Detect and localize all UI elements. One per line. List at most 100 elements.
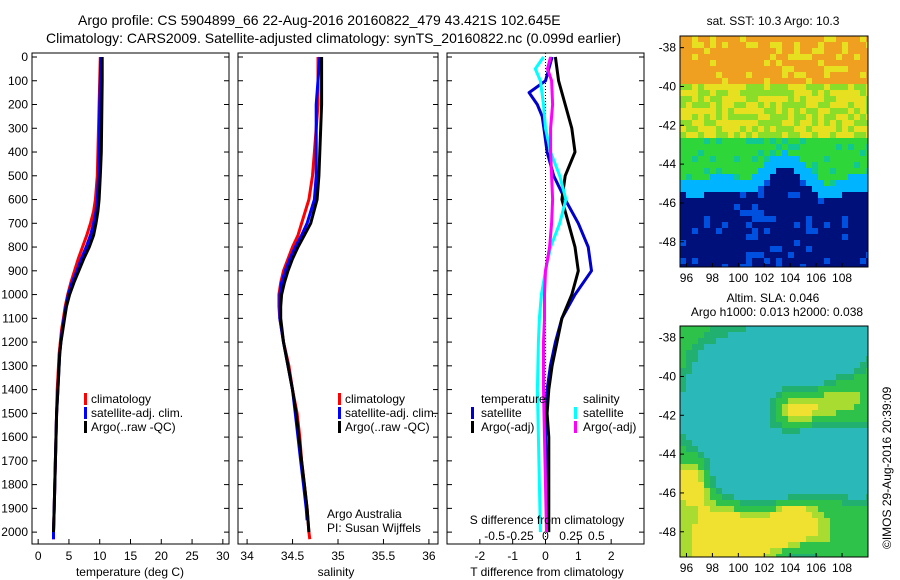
sst-cell	[776, 198, 782, 204]
sla-cell	[764, 338, 770, 344]
sst-cell	[812, 84, 818, 90]
sst-cell	[680, 72, 686, 78]
sla-cell	[758, 428, 764, 434]
sla-cell	[848, 392, 854, 398]
sla-cell	[728, 422, 734, 428]
sla-cell	[686, 398, 692, 404]
sst-cell	[794, 252, 800, 258]
sla-cell	[812, 452, 818, 458]
sst-cell	[818, 72, 824, 78]
sst-cell	[854, 258, 860, 264]
sla-cell	[746, 428, 752, 434]
sst-cell	[788, 84, 794, 90]
sst-cell	[782, 168, 788, 174]
sla-cell	[734, 506, 740, 512]
sla-cell	[782, 446, 788, 452]
sst-cell	[722, 108, 728, 114]
sst-cell	[734, 36, 740, 42]
sla-cell	[776, 386, 782, 392]
sla-cell	[794, 548, 800, 554]
sla-cell	[680, 422, 686, 428]
sst-cell	[710, 102, 716, 108]
sst-cell	[722, 42, 728, 48]
sst-cell	[866, 60, 868, 66]
sst-cell	[776, 102, 782, 108]
sla-cell	[812, 440, 818, 446]
sst-cell	[806, 198, 812, 204]
sla-cell	[848, 374, 854, 380]
sst-cell	[692, 150, 698, 156]
sla-cell	[710, 494, 716, 500]
sla-cell	[728, 350, 734, 356]
sst-cell	[854, 102, 860, 108]
sst-cell	[704, 72, 710, 78]
sla-cell	[740, 500, 746, 506]
sla-cell	[788, 530, 794, 536]
sst-cell	[680, 246, 686, 252]
sst-cell	[782, 84, 788, 90]
sla-cell	[752, 350, 758, 356]
sla-cell	[788, 362, 794, 368]
sst-cell	[728, 132, 734, 138]
sst-cell	[788, 258, 794, 264]
sst-cell	[854, 216, 860, 222]
sst-cell	[716, 102, 722, 108]
sla-cell	[680, 326, 686, 332]
sla-cell	[752, 554, 758, 557]
sla-cell	[854, 392, 860, 398]
sla-cell	[788, 488, 794, 494]
sla-cell	[710, 422, 716, 428]
sst-cell	[710, 168, 716, 174]
sla-cell	[758, 344, 764, 350]
sst-cell	[728, 156, 734, 162]
sst-cell	[818, 258, 824, 264]
sla-cell	[716, 404, 722, 410]
sst-cell	[866, 108, 868, 114]
sst-cell	[692, 78, 698, 84]
sla-cell	[848, 332, 854, 338]
sst-cell	[752, 162, 758, 168]
sst-cell	[866, 72, 868, 78]
x-tick-label: 98	[706, 561, 720, 575]
sst-cell	[818, 168, 824, 174]
sst-cell	[740, 234, 746, 240]
sla-cell	[776, 488, 782, 494]
sst-cell	[752, 216, 758, 222]
y-tick-label: 600	[8, 193, 28, 207]
y-tick-label: 1100	[2, 311, 28, 325]
sla-cell	[728, 398, 734, 404]
sst-cell	[722, 54, 728, 60]
sla-cell	[836, 350, 842, 356]
sla-cell	[776, 500, 782, 506]
sla-cell	[734, 548, 740, 554]
sla-cell	[722, 416, 728, 422]
y-tick-label: -40	[659, 369, 677, 383]
sla-cell	[716, 344, 722, 350]
sst-cell	[770, 186, 776, 192]
sla-cell	[854, 398, 860, 404]
sla-cell	[866, 326, 868, 332]
sla-cell	[830, 464, 836, 470]
sla-cell	[782, 374, 788, 380]
sst-cell	[722, 60, 728, 66]
sla-cell	[800, 386, 806, 392]
sla-cell	[854, 380, 860, 386]
sst-cell	[704, 198, 710, 204]
sla-cell	[818, 542, 824, 548]
sla-cell	[746, 344, 752, 350]
x-tick-label: 10	[93, 549, 107, 563]
sst-cell	[866, 162, 868, 168]
sst-cell	[860, 42, 866, 48]
sst-cell	[734, 78, 740, 84]
sla-cell	[836, 362, 842, 368]
sst-cell	[692, 114, 698, 120]
sst-cell	[764, 120, 770, 126]
sla-cell	[758, 350, 764, 356]
sla-cell	[806, 464, 812, 470]
sla-cell	[722, 470, 728, 476]
sst-cell	[746, 168, 752, 174]
sst-cell	[710, 156, 716, 162]
sla-cell	[866, 356, 868, 362]
sla-cell	[806, 356, 812, 362]
sla-cell	[764, 362, 770, 368]
